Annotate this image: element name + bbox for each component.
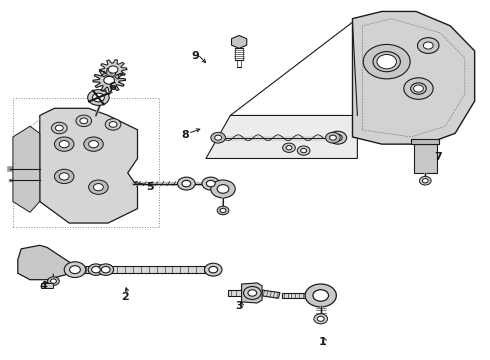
- Circle shape: [220, 208, 226, 213]
- Circle shape: [373, 51, 400, 72]
- Circle shape: [211, 180, 235, 198]
- Circle shape: [89, 140, 98, 148]
- Circle shape: [297, 146, 310, 155]
- Circle shape: [54, 137, 74, 151]
- Circle shape: [48, 277, 59, 285]
- Circle shape: [248, 290, 257, 296]
- Circle shape: [423, 42, 433, 49]
- Polygon shape: [282, 293, 305, 298]
- Polygon shape: [231, 36, 247, 48]
- Circle shape: [422, 179, 428, 183]
- Polygon shape: [18, 245, 76, 280]
- Circle shape: [182, 180, 191, 187]
- Polygon shape: [352, 12, 475, 144]
- Circle shape: [101, 266, 110, 273]
- Text: 8: 8: [181, 130, 189, 140]
- Text: 1: 1: [318, 337, 326, 347]
- Circle shape: [202, 177, 220, 190]
- Circle shape: [89, 180, 108, 194]
- Polygon shape: [93, 68, 125, 92]
- Circle shape: [326, 132, 340, 143]
- Circle shape: [59, 173, 69, 180]
- Circle shape: [305, 284, 336, 307]
- Circle shape: [93, 93, 104, 102]
- Polygon shape: [13, 126, 40, 212]
- Text: 3: 3: [235, 301, 243, 311]
- Text: 7: 7: [434, 152, 442, 162]
- Circle shape: [330, 135, 336, 140]
- Circle shape: [244, 287, 261, 300]
- Circle shape: [64, 262, 86, 278]
- Circle shape: [404, 78, 433, 99]
- Circle shape: [51, 122, 67, 134]
- Circle shape: [70, 266, 80, 274]
- Circle shape: [314, 314, 328, 324]
- Circle shape: [411, 83, 426, 94]
- Circle shape: [54, 169, 74, 184]
- Text: 6: 6: [108, 82, 116, 92]
- Text: 2: 2: [122, 292, 129, 302]
- Circle shape: [50, 279, 56, 283]
- Circle shape: [333, 134, 342, 141]
- Circle shape: [94, 184, 103, 191]
- Polygon shape: [74, 266, 216, 273]
- Polygon shape: [261, 290, 280, 298]
- Circle shape: [104, 76, 115, 84]
- Circle shape: [318, 316, 324, 321]
- Circle shape: [108, 66, 118, 73]
- Circle shape: [84, 137, 103, 151]
- Circle shape: [92, 266, 100, 273]
- Circle shape: [98, 264, 114, 275]
- Text: 4: 4: [40, 281, 48, 291]
- Polygon shape: [414, 144, 437, 173]
- Circle shape: [286, 145, 292, 150]
- Circle shape: [414, 85, 423, 92]
- Circle shape: [313, 290, 329, 301]
- Circle shape: [301, 148, 307, 153]
- Polygon shape: [411, 139, 440, 144]
- Polygon shape: [40, 108, 138, 223]
- Circle shape: [88, 264, 104, 275]
- Polygon shape: [228, 290, 260, 296]
- Circle shape: [417, 38, 439, 53]
- Circle shape: [59, 140, 69, 148]
- Circle shape: [80, 118, 88, 124]
- Circle shape: [204, 263, 222, 276]
- Polygon shape: [99, 60, 127, 80]
- Circle shape: [215, 135, 221, 140]
- Circle shape: [76, 115, 92, 127]
- Circle shape: [105, 119, 121, 130]
- Circle shape: [217, 206, 229, 215]
- Circle shape: [377, 54, 396, 69]
- Circle shape: [209, 266, 218, 273]
- Polygon shape: [242, 283, 262, 303]
- Polygon shape: [206, 116, 357, 158]
- Circle shape: [55, 125, 63, 131]
- Circle shape: [283, 143, 295, 152]
- Circle shape: [217, 185, 229, 193]
- Text: 5: 5: [146, 182, 153, 192]
- Polygon shape: [41, 283, 53, 288]
- Circle shape: [211, 132, 225, 143]
- Circle shape: [419, 176, 431, 185]
- Circle shape: [363, 44, 410, 79]
- Circle shape: [177, 177, 195, 190]
- Circle shape: [88, 90, 109, 105]
- Circle shape: [206, 180, 215, 187]
- Text: 9: 9: [191, 51, 199, 61]
- Circle shape: [109, 122, 117, 127]
- Circle shape: [329, 131, 346, 144]
